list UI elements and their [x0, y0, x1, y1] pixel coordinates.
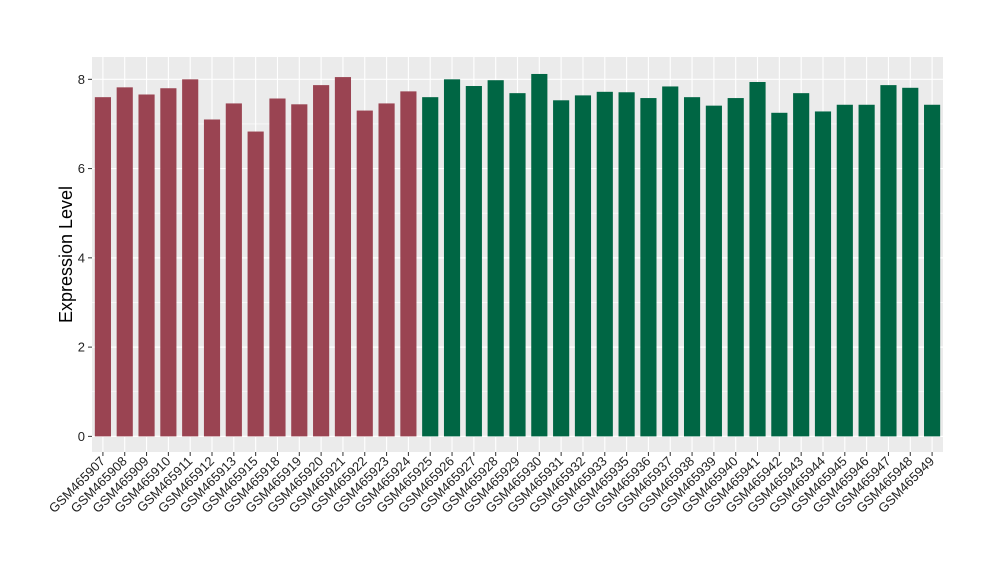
bar	[814, 111, 832, 437]
bar	[618, 92, 635, 437]
bar-series	[94, 73, 941, 437]
bar	[553, 100, 570, 437]
y-axis-title: Expression Level	[56, 186, 76, 323]
bar	[683, 97, 701, 437]
bar	[705, 105, 722, 437]
bar	[465, 86, 482, 437]
bar	[182, 79, 199, 437]
bar	[116, 87, 133, 437]
bar	[356, 110, 373, 437]
bar	[291, 104, 308, 437]
bar	[880, 85, 897, 437]
bar	[727, 98, 744, 437]
bar	[836, 104, 853, 437]
bar	[509, 93, 526, 437]
y-tick-label: 0	[78, 429, 85, 444]
bar	[160, 88, 177, 437]
bar	[94, 97, 111, 437]
bar	[138, 94, 155, 437]
bar	[858, 104, 875, 437]
bar	[596, 91, 613, 437]
bar	[531, 73, 548, 437]
y-tick-label: 6	[78, 161, 85, 176]
bar	[225, 103, 242, 437]
bar	[334, 77, 352, 437]
y-tick-label: 8	[78, 72, 85, 87]
y-axis: 0 2 4 6 8	[78, 72, 92, 444]
bar	[662, 86, 679, 437]
bar	[793, 93, 810, 437]
y-tick-label: 2	[78, 340, 85, 355]
bar	[443, 79, 461, 437]
x-axis: GSM465907GSM465908GSM465909GSM465910GSM4…	[46, 452, 937, 516]
bar	[269, 98, 286, 437]
y-tick-label: 4	[78, 250, 85, 265]
bar	[378, 103, 395, 437]
bar	[771, 112, 788, 437]
bar	[313, 85, 330, 437]
bar	[400, 91, 417, 437]
bar	[487, 80, 504, 437]
bar	[749, 81, 766, 437]
bar	[902, 87, 919, 437]
bar	[247, 131, 264, 437]
bar	[640, 98, 657, 437]
bar	[574, 95, 592, 437]
bar	[203, 119, 221, 437]
bar	[422, 97, 439, 437]
bar	[924, 104, 941, 437]
